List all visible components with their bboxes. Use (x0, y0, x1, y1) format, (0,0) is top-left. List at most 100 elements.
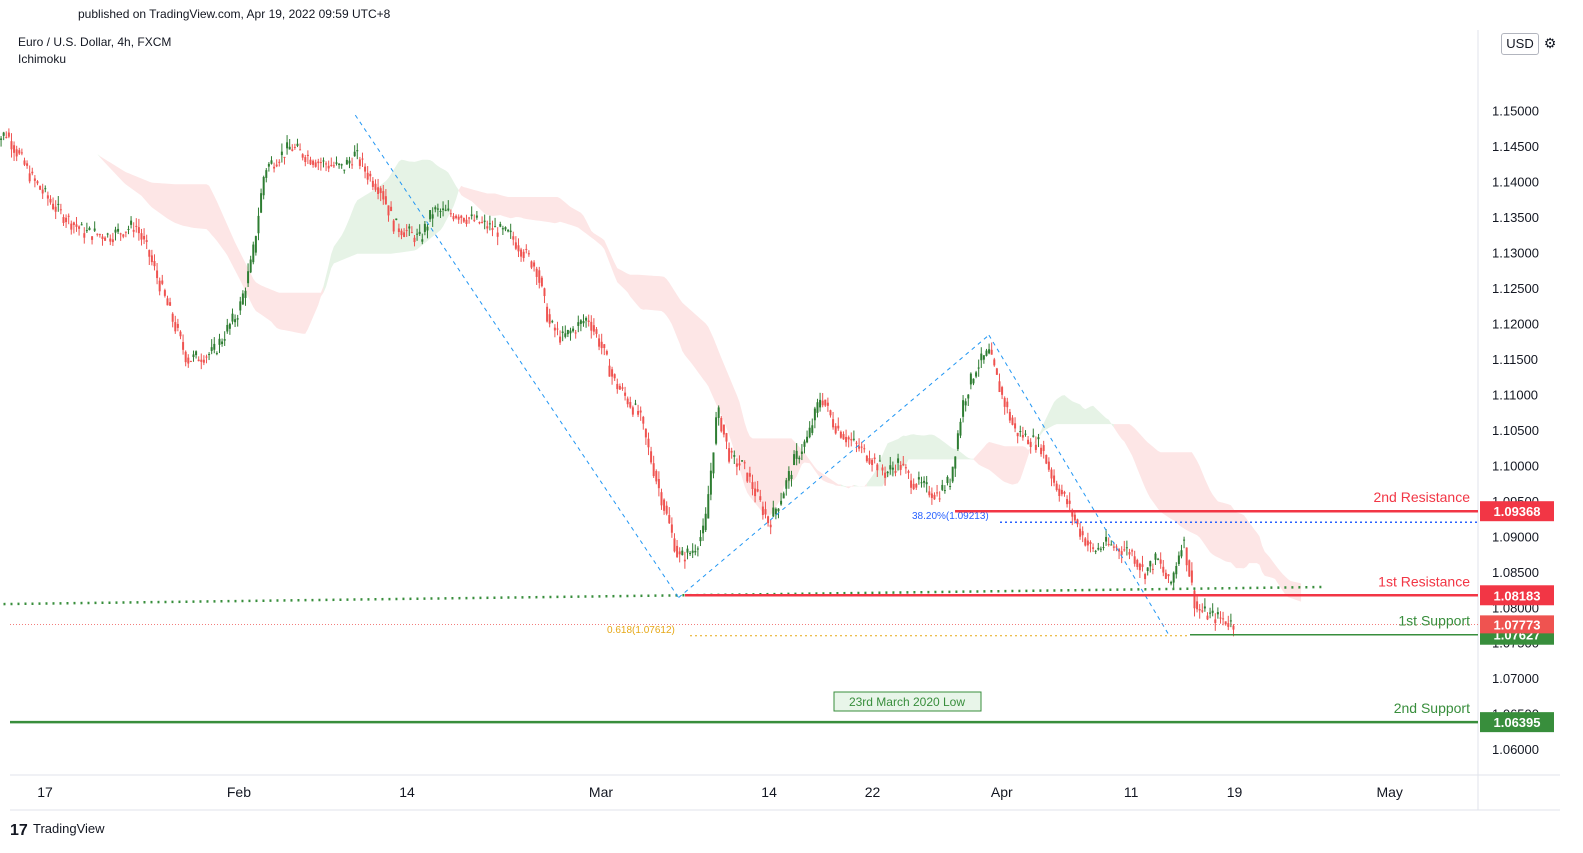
candle-body (330, 164, 333, 166)
candle-body (665, 505, 668, 514)
candle-body (1222, 618, 1225, 620)
candle-body (1047, 461, 1050, 470)
y-tick-label: 1.11500 (1492, 352, 1538, 367)
candle-body (790, 474, 793, 479)
candle-body (182, 342, 185, 350)
candle-body (1125, 547, 1128, 549)
indicator-name[interactable]: Ichimoku (18, 52, 67, 66)
candle-body (657, 478, 660, 489)
candle-body (254, 236, 257, 253)
candle-body (624, 392, 627, 396)
candle-body (1118, 549, 1121, 552)
gear-icon[interactable]: ⚙ (1543, 35, 1557, 51)
candle-body (392, 220, 395, 232)
candle-body (520, 249, 523, 257)
candle-body (377, 187, 380, 194)
candle-body (171, 313, 174, 322)
candle-body (694, 550, 697, 553)
candle-body (231, 313, 234, 322)
candle-body (429, 210, 432, 220)
candle-body (702, 525, 705, 534)
tradingview-logo-icon[interactable]: 17 (10, 822, 28, 839)
candle-body (460, 215, 463, 219)
candle-body (158, 280, 161, 292)
ichimoku-cloud-0 (60, 138, 100, 158)
candle-body (239, 301, 242, 311)
candle-body (361, 158, 364, 160)
candle-body (322, 160, 325, 162)
candle-body (777, 508, 780, 512)
candle-body (384, 196, 387, 205)
candle-body (902, 463, 905, 466)
candle-body (348, 160, 351, 164)
candle-body (1071, 509, 1074, 517)
candle-body (1177, 555, 1180, 564)
candle-body (1084, 538, 1087, 546)
brand-name[interactable]: TradingView (33, 821, 105, 836)
candle-body (288, 146, 291, 150)
candle-body (1214, 619, 1217, 624)
symbol-title[interactable]: Euro / U.S. Dollar, 4h, FXCM (18, 35, 172, 49)
candle-body (756, 489, 759, 492)
candle-body (1196, 601, 1199, 610)
candle-body (280, 151, 283, 156)
candle-body (179, 331, 182, 337)
candle-body (465, 219, 468, 224)
candle-body (236, 318, 239, 320)
candle-body (132, 229, 135, 232)
candle-body (998, 381, 1001, 393)
candle-body (878, 460, 881, 462)
candle-body (741, 460, 744, 462)
candle-body (111, 239, 114, 243)
candle-body (1188, 560, 1191, 577)
candle-body (691, 550, 694, 553)
candle-body (1034, 444, 1037, 450)
candle-body (722, 424, 725, 435)
candle-body (1102, 547, 1105, 549)
candle-body (153, 260, 156, 267)
candle-body (735, 463, 738, 467)
candle-body (335, 162, 338, 164)
candle-body (522, 251, 525, 258)
candle-body (418, 231, 421, 235)
x-tick-label: 19 (1227, 784, 1243, 800)
candle-body (769, 524, 772, 528)
candle-body (1175, 566, 1178, 575)
candle-body (1151, 568, 1154, 570)
candle-body (507, 230, 510, 232)
candle-body (270, 160, 273, 164)
candle-body (371, 180, 374, 187)
candle-body (317, 161, 320, 164)
candle-body (189, 360, 192, 362)
candle-body (613, 374, 616, 379)
candle-body (421, 239, 424, 242)
candle-body (499, 224, 502, 227)
candle-body (462, 218, 465, 222)
candle-body (907, 471, 910, 473)
candle-body (1053, 475, 1056, 483)
candle-body (956, 433, 959, 450)
candle-body (647, 438, 650, 448)
candle-body (881, 467, 884, 471)
candle-body (949, 485, 952, 487)
candle-body (655, 470, 658, 482)
candle-body (600, 341, 603, 349)
candle-body (837, 425, 840, 429)
candle-body (686, 548, 689, 553)
candle-body (215, 353, 218, 355)
candle-body (1068, 500, 1071, 504)
candle-body (1021, 435, 1024, 438)
candle-body (1162, 566, 1165, 573)
y-tick-label: 1.08500 (1492, 565, 1539, 580)
candle-body (161, 280, 164, 284)
candle-body (1203, 606, 1206, 609)
candle-body (1201, 610, 1204, 612)
candle-body (535, 268, 538, 277)
candle-body (860, 446, 863, 448)
candle-body (1138, 563, 1141, 571)
y-tick-label: 1.13000 (1492, 246, 1539, 261)
candle-body (980, 353, 983, 361)
currency-button[interactable]: USD (1501, 33, 1539, 55)
candle-body (122, 234, 125, 237)
